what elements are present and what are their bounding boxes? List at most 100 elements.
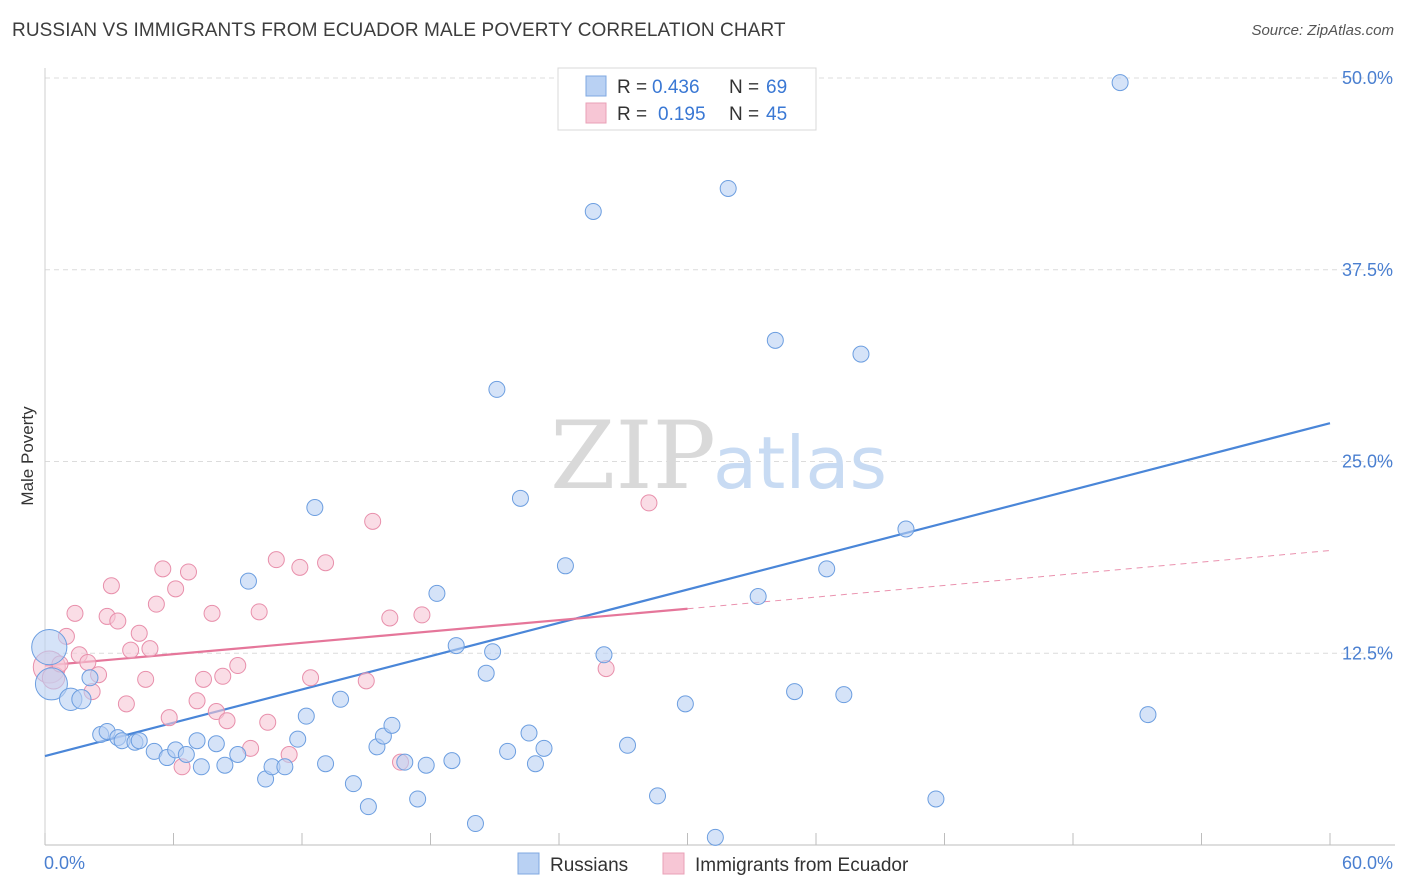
stats-legend: R = 0.436 N = 69 R = 0.195 N = 45 <box>557 67 817 131</box>
legend-r-value-2: 0.195 <box>658 104 706 125</box>
russian-point-36 <box>417 756 435 774</box>
y-tick-label-1: 25.0% <box>1342 452 1393 472</box>
russian-point-59 <box>786 683 804 701</box>
russian-point-14 <box>177 745 195 763</box>
russian-point-28 <box>332 690 350 708</box>
ecuador-point-19 <box>160 709 178 727</box>
russian-point-45 <box>511 489 529 507</box>
ecuador-point-18 <box>154 560 172 578</box>
legend-n-label-1: N = <box>729 77 759 98</box>
legend-swatch-pink <box>585 102 607 124</box>
bottom-legend-swatch-russians <box>517 852 540 875</box>
trend-line-ecuador-extension <box>687 549 1331 610</box>
russian-point-62 <box>852 345 870 363</box>
tick-labels: 12.5% 25.0% 37.5% 50.0% 0.0% 60.0% <box>44 68 1393 873</box>
russian-point-51 <box>595 646 613 664</box>
ecuador-point-14 <box>130 624 148 642</box>
russian-point-34 <box>396 753 414 771</box>
ecuador-point-24 <box>194 670 212 688</box>
russian-point-60 <box>818 560 836 578</box>
russian-point-27 <box>317 755 335 773</box>
russian-point-20 <box>239 572 257 590</box>
watermark-zip: ZIP <box>550 402 716 511</box>
russian-point-15 <box>188 732 206 750</box>
russian-point-29 <box>344 775 362 793</box>
ecuador-point-42 <box>413 606 431 624</box>
russian-point-46 <box>520 724 538 742</box>
x-tick-label-1: 60.0% <box>1342 853 1393 873</box>
russian-point-48 <box>535 739 553 757</box>
ecuador-point-44 <box>640 494 658 512</box>
ecuador-point-25 <box>203 604 221 622</box>
watermark: ZIP atlas <box>550 402 887 511</box>
ecuador-point-32 <box>259 713 277 731</box>
russian-point-26 <box>306 499 324 517</box>
russian-point-56 <box>719 179 737 197</box>
russian-point-17 <box>207 735 225 753</box>
ecuador-point-13 <box>122 641 140 659</box>
legend-n-label-2: N = <box>729 104 759 125</box>
russian-point-3 <box>71 689 92 710</box>
russian-point-18 <box>216 756 234 774</box>
y-tick-label-0: 12.5% <box>1342 643 1393 663</box>
legend-r-value-1: 0.436 <box>652 77 700 98</box>
russian-point-65 <box>1111 74 1129 92</box>
russian-point-53 <box>649 787 667 805</box>
russian-point-38 <box>443 752 461 770</box>
russian-point-42 <box>484 643 502 661</box>
russian-point-58 <box>766 331 784 349</box>
russian-point-49 <box>556 557 574 575</box>
russian-point-30 <box>359 798 377 816</box>
legend-n-value-2: 45 <box>766 104 787 125</box>
ecuador-point-15 <box>137 670 155 688</box>
gridlines <box>45 77 1395 654</box>
ecuador-point-35 <box>291 558 309 576</box>
ecuador-point-36 <box>302 669 320 687</box>
russian-point-33 <box>383 716 401 734</box>
x-tick-label-0: 0.0% <box>44 853 85 873</box>
ecuador-point-12 <box>117 695 135 713</box>
russian-point-24 <box>289 730 307 748</box>
ecuador-point-31 <box>250 603 268 621</box>
russian-point-63 <box>897 520 915 538</box>
russian-point-43 <box>488 380 506 398</box>
legend-n-value-1: 69 <box>766 77 787 98</box>
legend-swatch-blue <box>585 75 607 97</box>
russian-point-1 <box>34 667 68 701</box>
ecuador-point-16 <box>141 640 159 658</box>
russian-point-23 <box>276 758 294 776</box>
watermark-atlas: atlas <box>713 421 887 505</box>
ecuador-point-11 <box>109 612 127 630</box>
russian-point-52 <box>619 736 637 754</box>
series-legend: Russians Immigrants from Ecuador <box>517 852 909 876</box>
russian-point-0 <box>31 629 68 666</box>
ecuador-point-4 <box>66 604 84 622</box>
bottom-legend-russians: Russians <box>550 855 628 876</box>
russian-point-39 <box>447 637 465 655</box>
y-axis-label: Male Poverty <box>18 406 37 506</box>
ecuador-point-38 <box>357 672 375 690</box>
chart-title: RUSSIAN VS IMMIGRANTS FROM ECUADOR MALE … <box>12 20 786 41</box>
ecuador-point-37 <box>317 554 335 572</box>
legend-r-label-2: R = <box>617 104 647 125</box>
ecuador-point-20 <box>167 580 185 598</box>
ecuador-point-23 <box>188 692 206 710</box>
russian-point-41 <box>477 664 495 682</box>
ecuador-point-40 <box>381 609 399 627</box>
ecuador-point-33 <box>267 551 285 569</box>
ecuador-point-22 <box>179 563 197 581</box>
russian-point-35 <box>409 790 427 808</box>
trend-line-russians <box>44 422 1331 758</box>
ecuador-point-28 <box>218 712 236 730</box>
ecuador-points <box>32 494 658 776</box>
russian-point-40 <box>466 815 484 833</box>
russian-point-64 <box>927 790 945 808</box>
ecuador-point-29 <box>229 657 247 675</box>
y-tick-label-2: 37.5% <box>1342 260 1393 280</box>
source-label: Source: ZipAtlas.com <box>1251 22 1394 39</box>
russian-point-47 <box>526 755 544 773</box>
ecuador-point-10 <box>102 577 120 595</box>
y-tick-label-3: 50.0% <box>1342 68 1393 88</box>
russian-point-61 <box>835 686 853 704</box>
